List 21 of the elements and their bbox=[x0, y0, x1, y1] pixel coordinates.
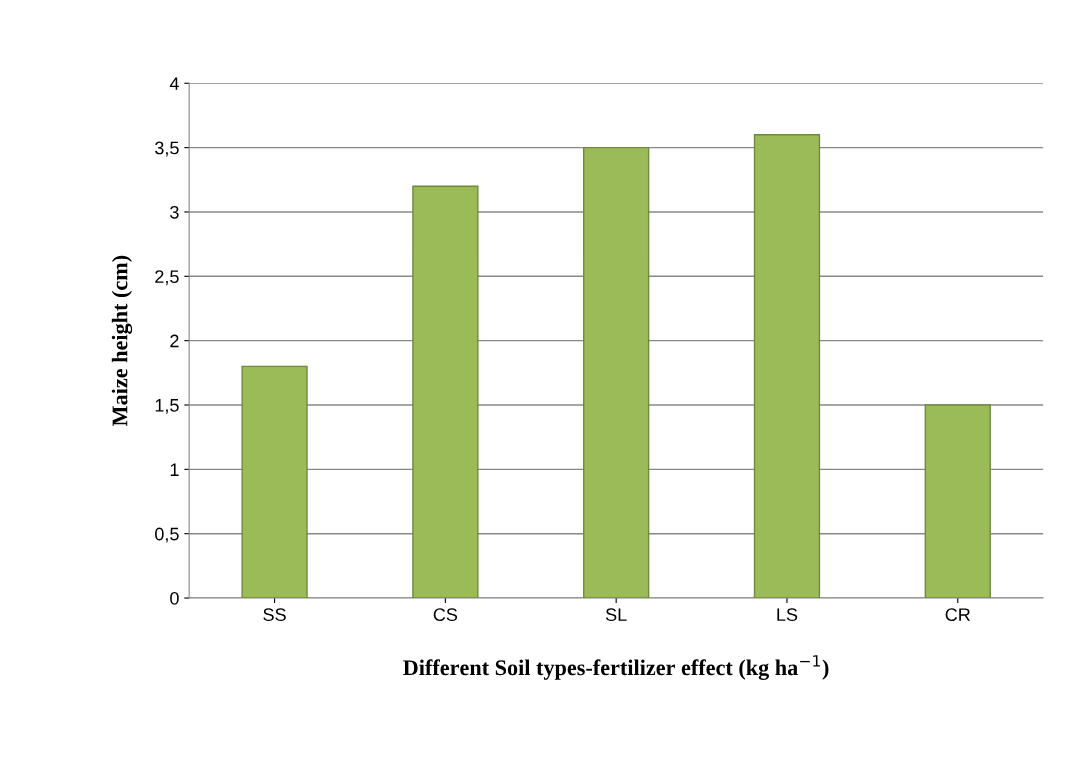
y-axis-title: Maize height (cm) bbox=[111, 255, 133, 427]
bar bbox=[241, 365, 308, 599]
x-tick-label: LS bbox=[777, 608, 798, 622]
bar bbox=[412, 185, 479, 599]
y-tick-label: 3,5 bbox=[155, 141, 179, 157]
y-tick-label: 4 bbox=[169, 77, 179, 90]
x-tick-label: CS bbox=[433, 608, 458, 622]
x-axis-title: Different Soil types-fertilizer effect (kg ha$^{−1}$) bbox=[403, 655, 829, 680]
x-tick-label: SS bbox=[263, 608, 286, 622]
bar bbox=[753, 134, 821, 599]
bar bbox=[924, 404, 991, 599]
x-tick-label: SL bbox=[605, 608, 627, 622]
y-tick-label: 1 bbox=[170, 463, 179, 476]
y-tick-label: 2 bbox=[170, 334, 179, 348]
bar bbox=[583, 146, 650, 599]
x-tick-label: CR bbox=[945, 608, 970, 622]
y-tick-label: 3 bbox=[170, 205, 179, 219]
y-tick-label: 0 bbox=[170, 591, 179, 605]
y-tick-label: 1,5 bbox=[155, 399, 179, 414]
y-tick-label: 2,5 bbox=[155, 270, 179, 286]
y-tick-label: 0,5 bbox=[155, 527, 179, 543]
